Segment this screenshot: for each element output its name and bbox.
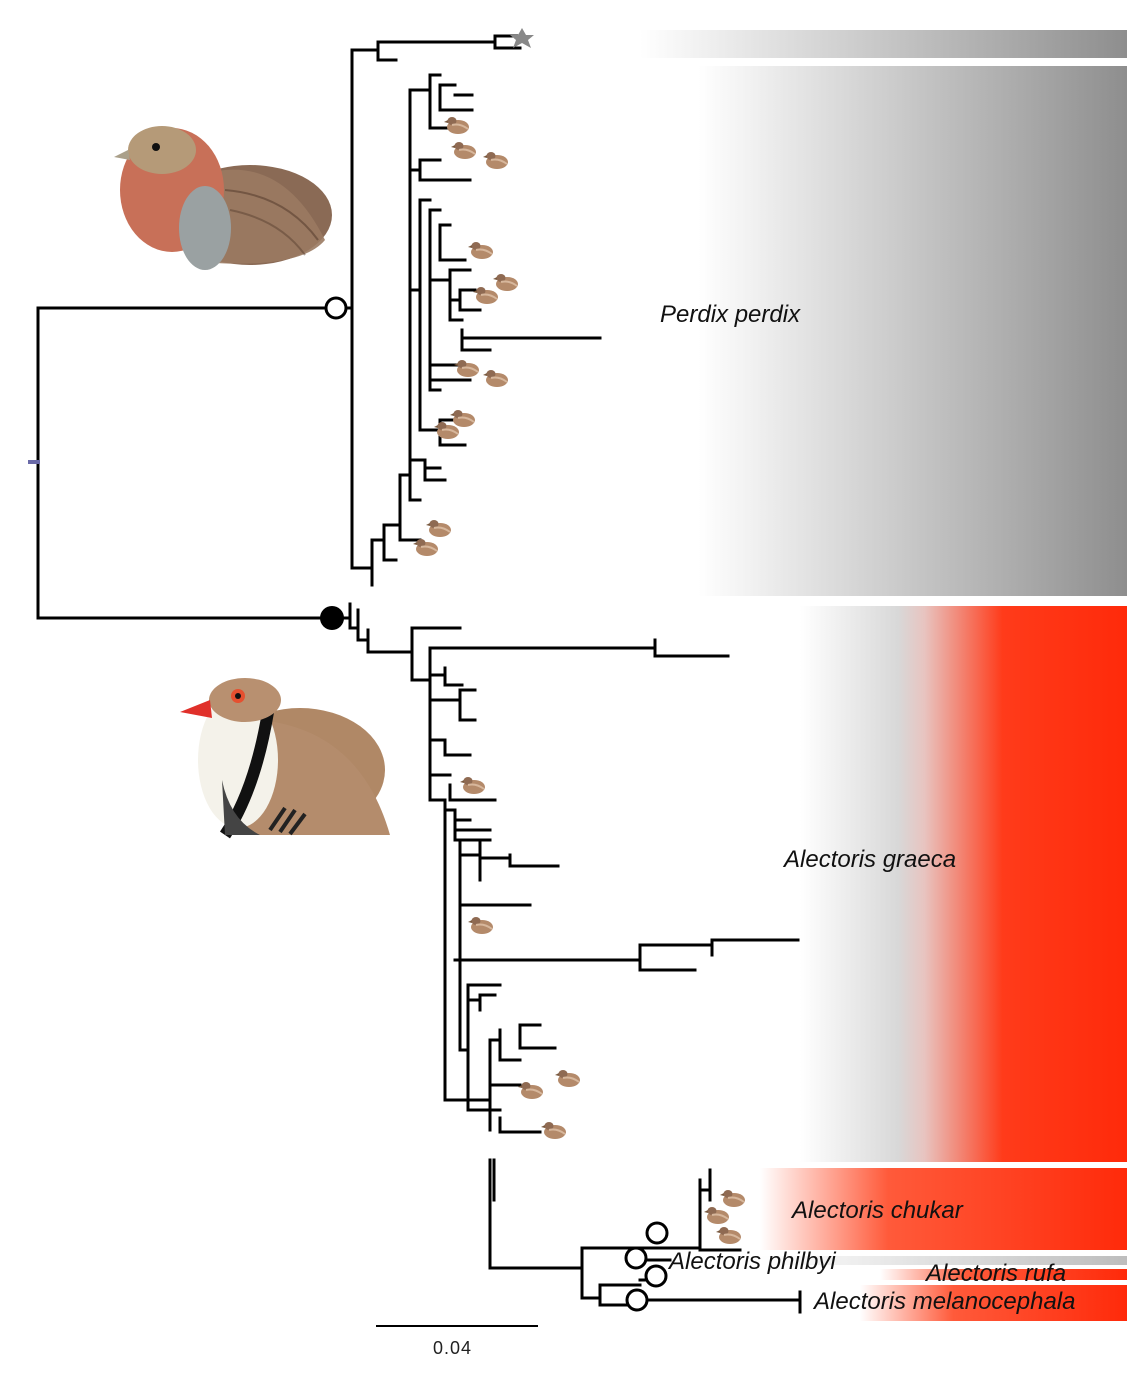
partridge-tip-icon (443, 116, 470, 135)
clade-bands (640, 30, 1127, 1321)
partridge-tip-icon (472, 286, 499, 305)
partridge-tip-icon (703, 1206, 730, 1225)
partridge-tip-icon (540, 1121, 567, 1140)
partridge-tip-icon (554, 1069, 581, 1088)
band-alectoris-philbyi (760, 1256, 1127, 1265)
open-circle-node (645, 1221, 669, 1245)
partridge-tip-icon (433, 421, 460, 440)
scale-bar-label: 0.04 (433, 1338, 472, 1358)
grey-partridge-illustration (114, 126, 332, 270)
clade-label-perdix-perdix: Perdix perdix (660, 301, 801, 328)
open-circle-node (624, 1246, 648, 1270)
star-marker-icon (510, 28, 534, 48)
clade-label-alectoris-graeca: Alectoris graeca (782, 846, 956, 873)
partridge-tip-icon (719, 1189, 746, 1208)
partridge-tip-icon (450, 141, 477, 160)
open-circle-node (644, 1264, 668, 1288)
partridge-tip-icon (412, 538, 439, 557)
partridge-tip-icon (459, 776, 486, 795)
rock-partridge-illustration (180, 678, 390, 839)
band-alectoris-melanocephala (860, 1285, 1127, 1321)
partridge-tip-icon (715, 1226, 742, 1245)
partridge-tip-icon (517, 1081, 544, 1100)
open-circle-node (324, 296, 348, 320)
partridge-tip-icon (482, 369, 509, 388)
clade-label-alectoris-rufa: Alectoris rufa (924, 1260, 1066, 1287)
band-alectoris-graeca (800, 606, 1127, 1162)
clade-label-alectoris-philbyi: Alectoris philbyi (667, 1248, 836, 1275)
clade-label-alectoris-melanocephala: Alectoris melanocephala (812, 1288, 1075, 1315)
tree-branches (28, 34, 802, 1314)
partridge-tip-icon (425, 519, 452, 538)
band-perdix-perdix (640, 66, 1127, 596)
partridge-tip-icon (453, 359, 480, 378)
partridge-tip-icon (492, 273, 519, 292)
filled-circle-node (320, 606, 344, 630)
band-alectoris-chukar (760, 1168, 1127, 1250)
band-alectoris-rufa (880, 1269, 1127, 1280)
node-markers (320, 28, 669, 1312)
partridge-tip-icon (482, 151, 509, 170)
clade-label-alectoris-chukar: Alectoris chukar (790, 1197, 964, 1224)
clade-labels: Perdix perdix Alectoris graeca Alectoris… (660, 301, 1075, 1315)
scale-bar: 0.04 (376, 1325, 538, 1358)
partridge-tip-icon (467, 241, 494, 260)
band-perdix-outlier (640, 30, 1127, 58)
partridge-tip-icon (467, 916, 494, 935)
open-circle-node (625, 1288, 649, 1312)
partridge-tip-icon (449, 409, 476, 428)
